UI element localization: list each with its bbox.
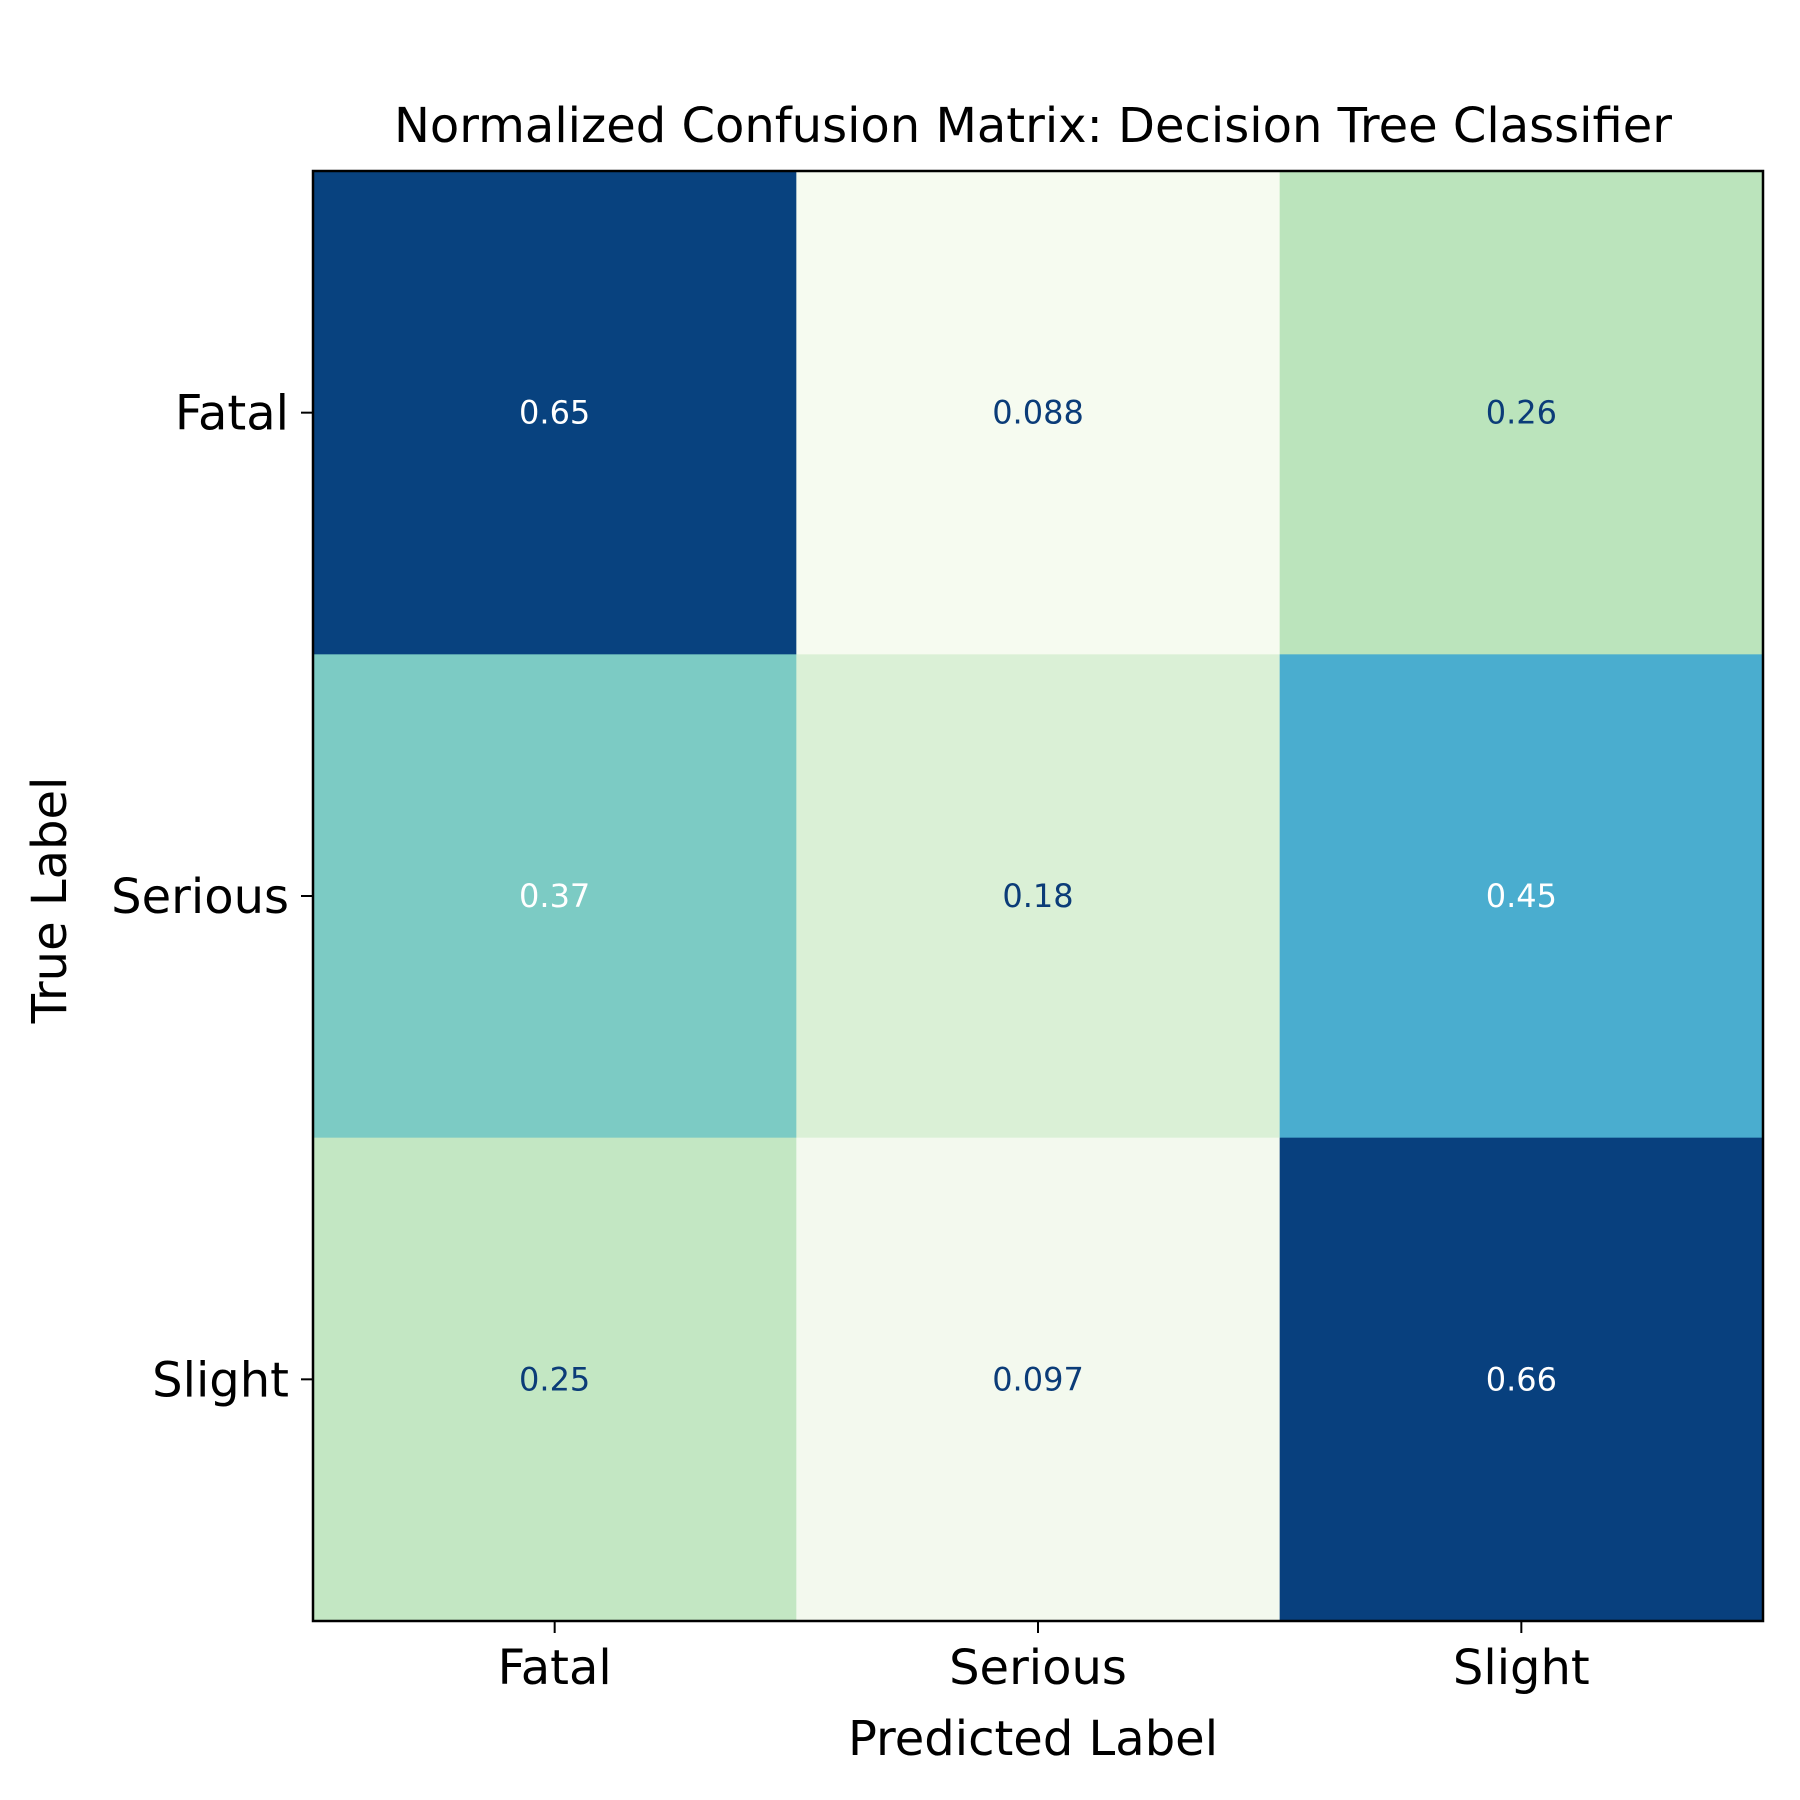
y-tick-label: Fatal xyxy=(175,386,289,442)
x-axis-label: Predicted Label xyxy=(848,1711,1218,1767)
x-tick-label: Fatal xyxy=(498,1640,612,1696)
heatmap-cells xyxy=(313,171,1764,1622)
x-axis-ticks: Fatal Serious Slight xyxy=(498,1621,1590,1696)
cell-value-label: 0.18 xyxy=(1002,877,1073,915)
heatmap-cell-serious-slight xyxy=(1279,654,1764,1139)
heatmap-cell-fatal-serious xyxy=(796,171,1281,655)
heatmap-cell-labels: 0.65 0.088 0.26 0.37 0.18 0.45 0.25 0.097 0.66 xyxy=(519,394,1557,1399)
x-tick-label: Serious xyxy=(949,1640,1127,1696)
cell-value-label: 0.25 xyxy=(519,1360,590,1398)
heatmap-cell-slight-slight xyxy=(1279,1137,1764,1622)
x-tick-label: Slight xyxy=(1453,1640,1590,1696)
heatmap-cell-fatal-slight xyxy=(1279,171,1764,655)
chart-title: Normalized Confusion Matrix: Decision Tr… xyxy=(394,98,1672,154)
heatmap-cell-fatal-fatal xyxy=(313,171,797,655)
cell-value-label: 0.66 xyxy=(1486,1360,1557,1398)
y-tick-label: Slight xyxy=(152,1352,289,1408)
cell-value-label: 0.088 xyxy=(992,394,1084,432)
y-tick-label: Serious xyxy=(111,869,289,925)
cell-value-label: 0.37 xyxy=(519,877,590,915)
cell-value-label: 0.097 xyxy=(992,1360,1084,1398)
cell-value-label: 0.65 xyxy=(519,394,590,432)
cell-value-label: 0.45 xyxy=(1486,877,1557,915)
heatmap-cell-serious-serious xyxy=(796,654,1281,1139)
heatmap-cell-slight-fatal xyxy=(313,1137,797,1622)
y-axis-ticks: Fatal Serious Slight xyxy=(111,386,313,1408)
heatmap-cell-slight-serious xyxy=(796,1137,1281,1622)
heatmap-cell-serious-fatal xyxy=(313,654,797,1139)
y-axis-label: True Label xyxy=(22,777,78,1025)
cell-value-label: 0.26 xyxy=(1486,394,1557,432)
